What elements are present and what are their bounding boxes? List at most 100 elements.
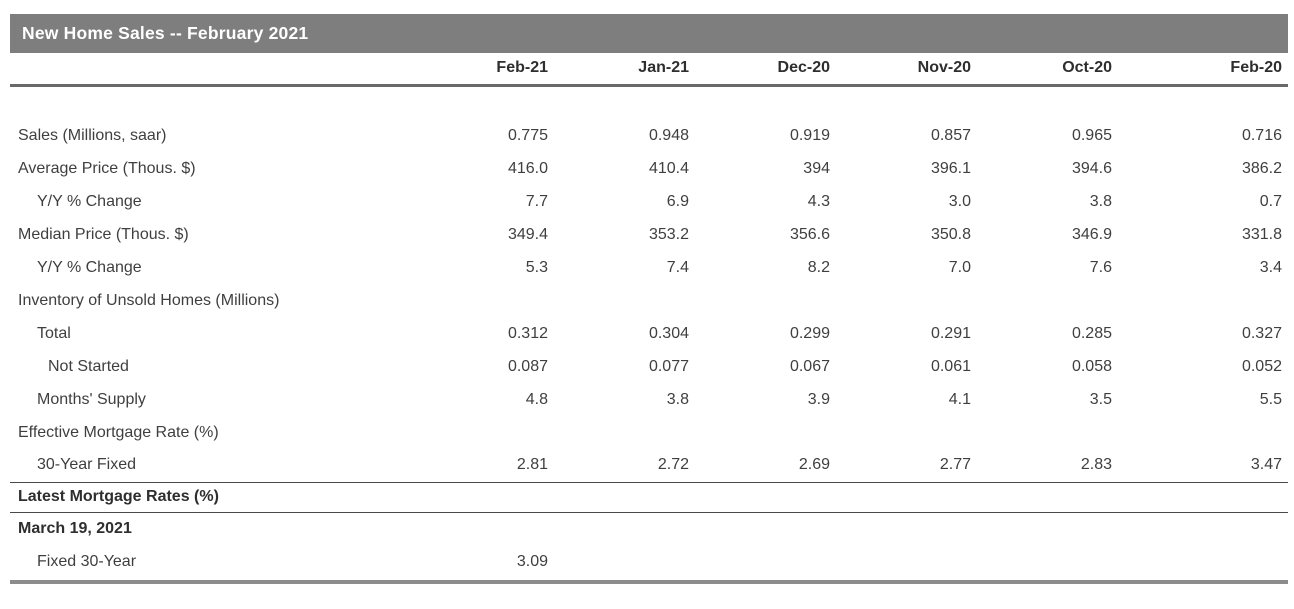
value-cell: 346.9: [1071, 225, 1112, 243]
section-title-latest-mortgage-rates: Latest Mortgage Rates (%): [10, 481, 1288, 513]
value-cell: 3.4: [1259, 258, 1282, 276]
value-cell: 396.1: [930, 159, 971, 177]
value-cell: 2.83: [1080, 456, 1112, 474]
value-cell: [408, 284, 548, 317]
value-cell: [971, 416, 1112, 449]
value-cell: [1112, 416, 1288, 449]
table-row: Y/Y % Change 5.3 7.4 8.2 7.0 7.6 3.4: [10, 251, 1288, 284]
value-cell: 7.6: [1089, 258, 1112, 276]
value-cell: 0.919: [789, 126, 830, 144]
table-row: Months' Supply 4.8 3.8 3.9 4.1 3.5 5.5: [10, 383, 1288, 416]
value-cell: 0.087: [507, 357, 548, 375]
value-cell: [548, 284, 689, 317]
row-label: Y/Y % Change: [37, 258, 142, 276]
row-label: Inventory of Unsold Homes (Millions): [18, 291, 280, 309]
date-row: March 19, 2021: [10, 512, 1288, 545]
spacer-row: [10, 85, 1288, 119]
value-cell: 353.2: [648, 225, 689, 243]
value-cell: 350.8: [930, 225, 971, 243]
value-cell: 331.8: [1241, 225, 1282, 243]
data-table: Feb-21 Jan-21 Dec-20 Nov-20 Oct-20 Feb-20 Sal…: [10, 53, 1288, 578]
value-cell: [548, 416, 689, 449]
value-cell: 0.304: [648, 324, 689, 342]
column-header: Dec-20: [689, 53, 830, 87]
value-cell: 3.47: [1250, 456, 1282, 474]
table-row: Median Price (Thous. $) 349.4 353.2 356.6 35…: [10, 218, 1288, 251]
value-cell: [1112, 284, 1288, 317]
value-cell: 4.8: [525, 390, 548, 408]
table-header: Feb-21 Jan-21 Dec-20 Nov-20 Oct-20 Feb-20: [10, 53, 1288, 87]
value-cell: 394.6: [1071, 159, 1112, 177]
value-cell: 0.716: [1241, 126, 1282, 144]
value-cell: 0.061: [930, 357, 971, 375]
row-label: Months' Supply: [37, 390, 146, 408]
value-cell: [830, 545, 971, 578]
value-cell: 0.052: [1241, 357, 1282, 375]
date-label: March 19, 2021: [18, 519, 132, 537]
value-cell: 0.775: [507, 126, 548, 144]
value-cell: 7.7: [525, 192, 548, 210]
row-label: Not Started: [48, 357, 129, 375]
value-cell: [548, 545, 689, 578]
table-row: Effective Mortgage Rate (%): [10, 416, 1288, 449]
table-footer: Latest Mortgage Rates (%) March 19, 2021…: [10, 481, 1288, 578]
row-label: Median Price (Thous. $): [18, 225, 189, 243]
report-page: New Home Sales -- February 2021 Feb-21 Ja…: [0, 14, 1294, 609]
value-cell: 3.8: [1089, 192, 1112, 210]
value-cell: 2.81: [516, 456, 548, 474]
value-cell: 0.965: [1071, 126, 1112, 144]
column-header-row: Feb-21 Jan-21 Dec-20 Nov-20 Oct-20 Feb-20: [10, 53, 1288, 87]
value-cell: 4.1: [948, 390, 971, 408]
row-label-header: [10, 53, 408, 87]
table-row: Inventory of Unsold Homes (Millions): [10, 284, 1288, 317]
value-cell: 7.0: [948, 258, 971, 276]
column-header: Feb-20: [1112, 53, 1288, 87]
row-label: Y/Y % Change: [37, 192, 142, 210]
report-title: New Home Sales -- February 2021: [22, 23, 309, 43]
value-cell: 0.948: [648, 126, 689, 144]
value-cell: [830, 284, 971, 317]
bottom-rule: [10, 580, 1288, 584]
value-cell: 3.5: [1089, 390, 1112, 408]
value-cell: 410.4: [648, 159, 689, 177]
value-cell: 7.4: [666, 258, 689, 276]
value-cell: 0.7: [1259, 192, 1282, 210]
table-row: Not Started 0.087 0.077 0.067 0.061 0.058 0.05…: [10, 350, 1288, 383]
row-label: Total: [37, 324, 71, 342]
value-cell: [689, 545, 830, 578]
value-cell: 5.5: [1259, 390, 1282, 408]
value-cell: 0.067: [789, 357, 830, 375]
value-cell: 2.77: [939, 456, 971, 474]
value-cell: 0.291: [930, 324, 971, 342]
column-header: Oct-20: [971, 53, 1112, 87]
table-body: Sales (Millions, saar) 0.775 0.948 0.919 0.8…: [10, 85, 1288, 482]
value-cell: 0.285: [1071, 324, 1112, 342]
value-cell: [689, 416, 830, 449]
column-header: Feb-21: [408, 53, 548, 87]
value-cell: 394: [803, 159, 830, 177]
value-cell: 3.0: [948, 192, 971, 210]
value-cell: 3.09: [516, 552, 548, 570]
value-cell: 356.6: [789, 225, 830, 243]
value-cell: 0.077: [648, 357, 689, 375]
table-row: Total 0.312 0.304 0.299 0.291 0.285 0.327: [10, 317, 1288, 350]
latest-mortgage-rates-row: Latest Mortgage Rates (%): [10, 481, 1288, 513]
value-cell: 0.058: [1071, 357, 1112, 375]
value-cell: [830, 416, 971, 449]
value-cell: 4.3: [807, 192, 830, 210]
value-cell: 3.8: [666, 390, 689, 408]
table-row: Y/Y % Change 7.7 6.9 4.3 3.0 3.8 0.7: [10, 185, 1288, 218]
table-row: Average Price (Thous. $) 416.0 410.4 394 396…: [10, 152, 1288, 185]
value-cell: [408, 416, 548, 449]
value-cell: 0.857: [930, 126, 971, 144]
value-cell: 2.72: [657, 456, 689, 474]
value-cell: [689, 284, 830, 317]
value-cell: 0.312: [507, 324, 548, 342]
table-row: Sales (Millions, saar) 0.775 0.948 0.919 0.8…: [10, 119, 1288, 152]
value-cell: 8.2: [807, 258, 830, 276]
value-cell: 6.9: [666, 192, 689, 210]
value-cell: 3.9: [807, 390, 830, 408]
row-label: Effective Mortgage Rate (%): [18, 423, 219, 441]
value-cell: 2.69: [798, 456, 830, 474]
table-row: 30-Year Fixed 2.81 2.72 2.69 2.77 2.83 3.47: [10, 449, 1288, 482]
